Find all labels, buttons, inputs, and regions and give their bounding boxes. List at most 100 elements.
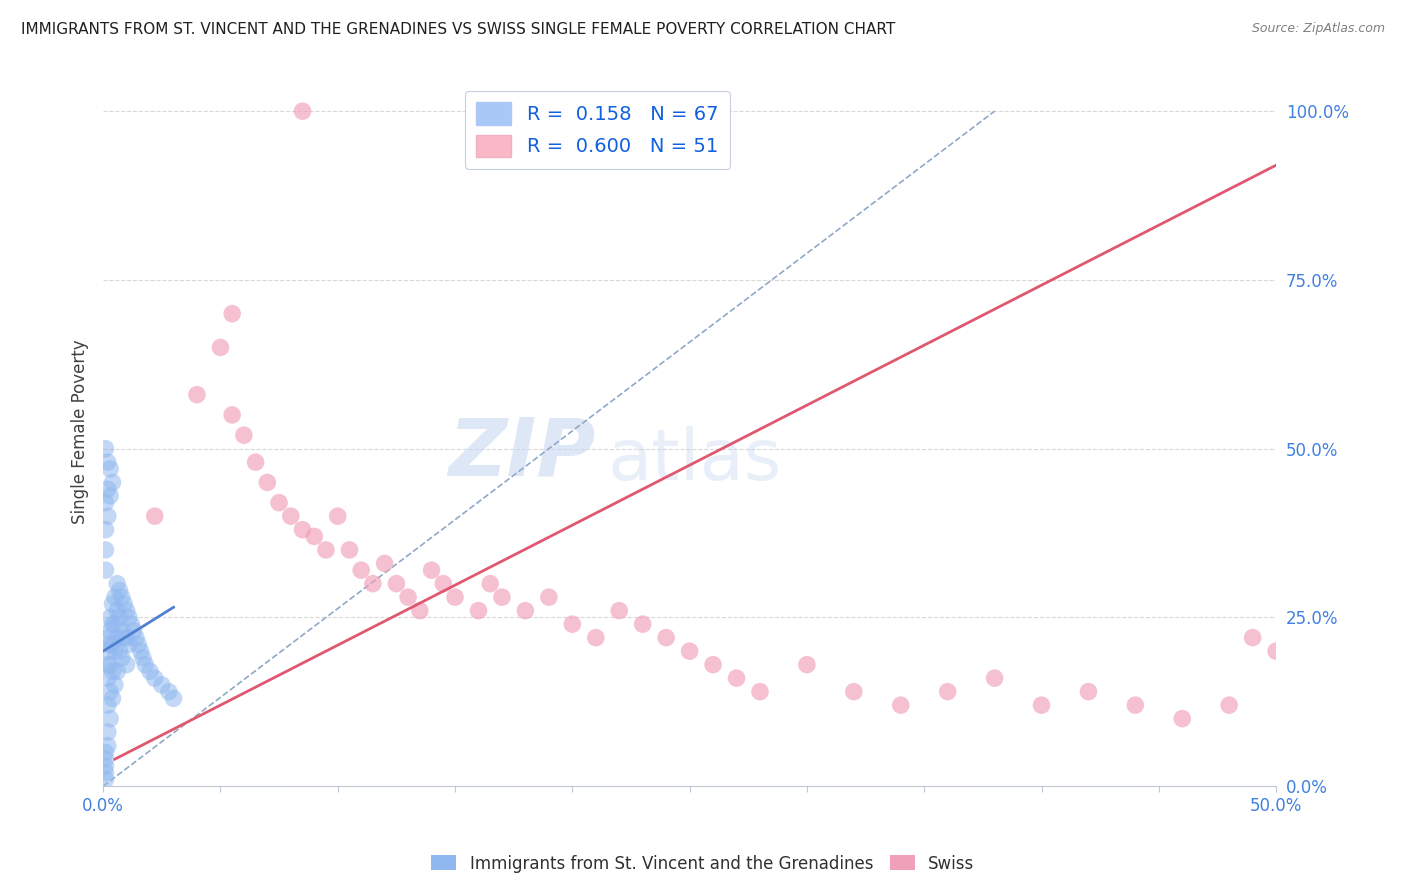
- Point: [936, 684, 959, 698]
- Point: [479, 576, 502, 591]
- Point: [98, 624, 121, 638]
- Point: [607, 604, 630, 618]
- Text: IMMIGRANTS FROM ST. VINCENT AND THE GRENADINES VS SWISS SINGLE FEMALE POVERTY CO: IMMIGRANTS FROM ST. VINCENT AND THE GREN…: [21, 22, 896, 37]
- Point: [101, 597, 124, 611]
- Point: [105, 576, 128, 591]
- Point: [111, 651, 134, 665]
- Point: [97, 698, 120, 713]
- Legend: Immigrants from St. Vincent and the Grenadines, Swiss: Immigrants from St. Vincent and the Gren…: [425, 848, 981, 880]
- Point: [129, 644, 152, 658]
- Point: [112, 631, 135, 645]
- Point: [420, 563, 443, 577]
- Point: [267, 496, 290, 510]
- Point: [101, 617, 124, 632]
- Point: [101, 475, 124, 490]
- Point: [108, 610, 131, 624]
- Point: [98, 657, 121, 672]
- Point: [108, 644, 131, 658]
- Legend: R =  0.158   N = 67, R =  0.600   N = 51: R = 0.158 N = 67, R = 0.600 N = 51: [465, 91, 730, 169]
- Point: [339, 542, 361, 557]
- Point: [385, 576, 408, 591]
- Point: [796, 657, 818, 672]
- Point: [304, 529, 326, 543]
- Point: [678, 644, 700, 658]
- Point: [350, 563, 373, 577]
- Point: [491, 590, 513, 604]
- Point: [1241, 631, 1264, 645]
- Point: [94, 542, 117, 557]
- Point: [631, 617, 654, 632]
- Point: [842, 684, 865, 698]
- Point: [94, 442, 117, 456]
- Point: [101, 691, 124, 706]
- Point: [94, 752, 117, 766]
- Point: [97, 509, 120, 524]
- Point: [585, 631, 607, 645]
- Point: [104, 644, 127, 658]
- Point: [94, 759, 117, 773]
- Point: [983, 671, 1005, 685]
- Point: [127, 637, 149, 651]
- Point: [122, 624, 145, 638]
- Point: [396, 590, 419, 604]
- Point: [409, 604, 432, 618]
- Point: [98, 462, 121, 476]
- Point: [105, 604, 128, 618]
- Point: [1265, 644, 1288, 658]
- Point: [537, 590, 560, 604]
- Point: [1123, 698, 1146, 713]
- Point: [186, 387, 208, 401]
- Point: [98, 489, 121, 503]
- Point: [108, 583, 131, 598]
- Point: [105, 665, 128, 679]
- Point: [890, 698, 912, 713]
- Point: [98, 610, 121, 624]
- Point: [150, 678, 173, 692]
- Point: [115, 604, 138, 618]
- Point: [134, 657, 156, 672]
- Point: [374, 557, 396, 571]
- Point: [104, 617, 127, 632]
- Point: [209, 340, 232, 354]
- Point: [139, 665, 162, 679]
- Point: [162, 691, 184, 706]
- Point: [467, 604, 489, 618]
- Point: [94, 765, 117, 780]
- Point: [94, 745, 117, 759]
- Point: [98, 712, 121, 726]
- Point: [94, 496, 117, 510]
- Point: [118, 610, 141, 624]
- Point: [115, 657, 138, 672]
- Point: [157, 684, 180, 698]
- Point: [432, 576, 454, 591]
- Point: [94, 523, 117, 537]
- Point: [98, 637, 121, 651]
- Point: [221, 307, 243, 321]
- Point: [256, 475, 278, 490]
- Point: [749, 684, 772, 698]
- Point: [702, 657, 724, 672]
- Point: [111, 590, 134, 604]
- Point: [94, 563, 117, 577]
- Point: [94, 772, 117, 787]
- Point: [115, 631, 138, 645]
- Point: [326, 509, 349, 524]
- Point: [98, 684, 121, 698]
- Point: [112, 597, 135, 611]
- Point: [97, 455, 120, 469]
- Point: [97, 739, 120, 753]
- Point: [111, 624, 134, 638]
- Point: [315, 542, 337, 557]
- Point: [561, 617, 583, 632]
- Point: [232, 428, 254, 442]
- Point: [655, 631, 678, 645]
- Point: [97, 644, 120, 658]
- Point: [104, 678, 127, 692]
- Point: [361, 576, 384, 591]
- Point: [515, 604, 537, 618]
- Y-axis label: Single Female Poverty: Single Female Poverty: [72, 340, 89, 524]
- Point: [143, 509, 166, 524]
- Point: [280, 509, 302, 524]
- Point: [97, 482, 120, 496]
- Point: [725, 671, 748, 685]
